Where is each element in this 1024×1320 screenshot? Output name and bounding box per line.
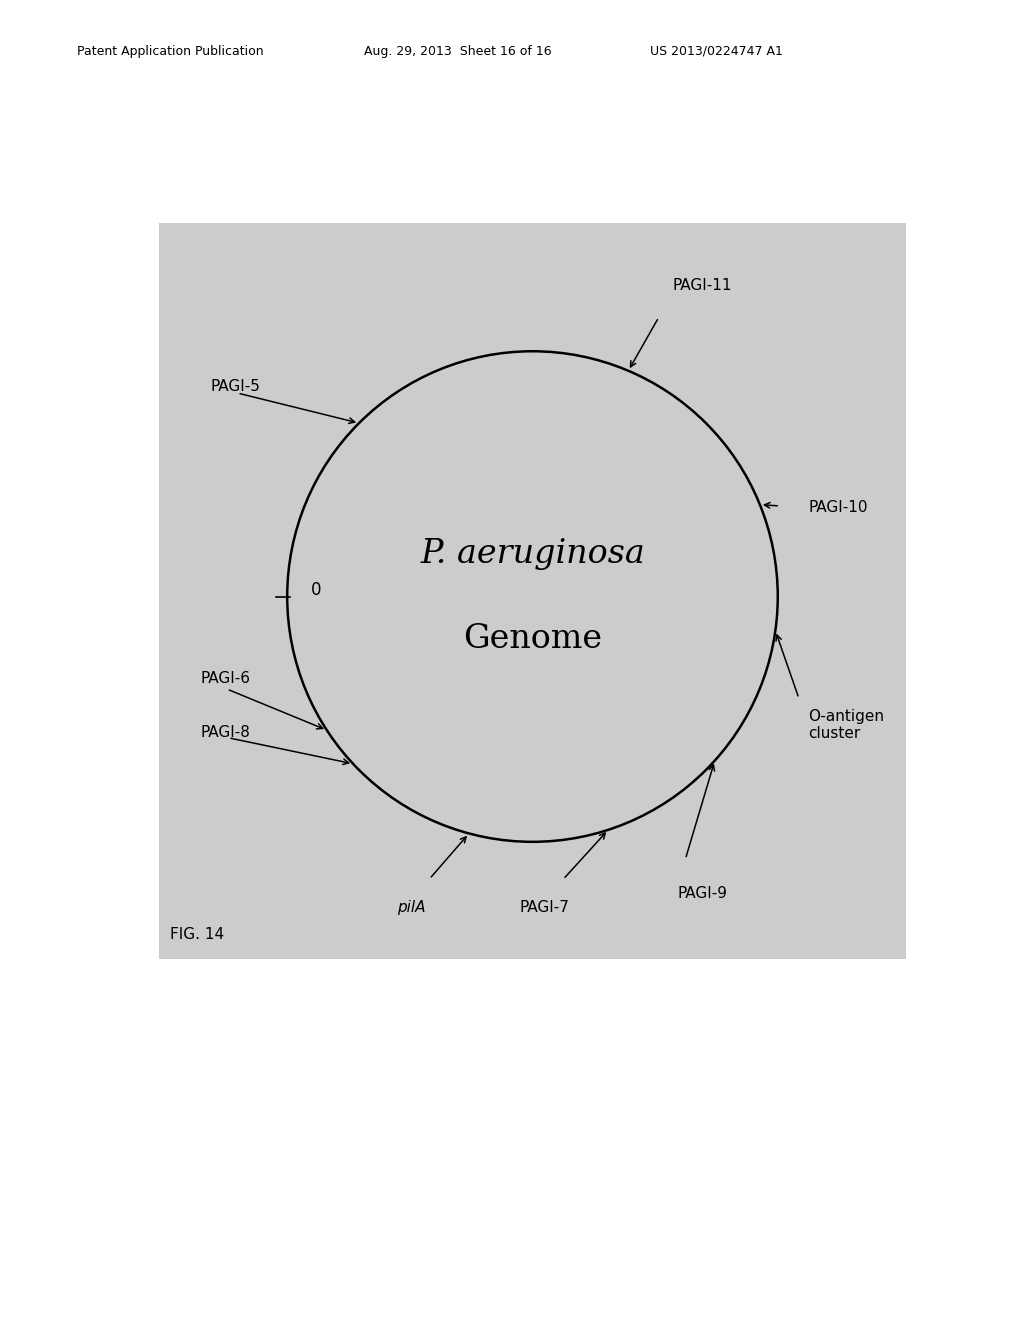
Text: 0: 0 [310, 581, 322, 598]
Text: PAGI-5: PAGI-5 [210, 379, 260, 393]
Text: US 2013/0224747 A1: US 2013/0224747 A1 [650, 45, 783, 58]
Text: PAGI-6: PAGI-6 [201, 671, 251, 686]
Text: PAGI-9: PAGI-9 [677, 886, 727, 902]
Text: PAGI-7: PAGI-7 [519, 900, 569, 915]
Text: P. aeruginosa: P. aeruginosa [420, 539, 645, 570]
Text: PAGI-10: PAGI-10 [808, 500, 867, 515]
Text: pilA: pilA [396, 900, 425, 915]
Text: FIG. 14: FIG. 14 [170, 927, 224, 942]
Text: PAGI-8: PAGI-8 [201, 725, 251, 739]
Text: Genome: Genome [463, 623, 602, 655]
Text: PAGI-11: PAGI-11 [673, 277, 732, 293]
Text: Patent Application Publication: Patent Application Publication [77, 45, 263, 58]
Text: O-antigen
cluster: O-antigen cluster [808, 709, 884, 742]
Text: Aug. 29, 2013  Sheet 16 of 16: Aug. 29, 2013 Sheet 16 of 16 [364, 45, 551, 58]
